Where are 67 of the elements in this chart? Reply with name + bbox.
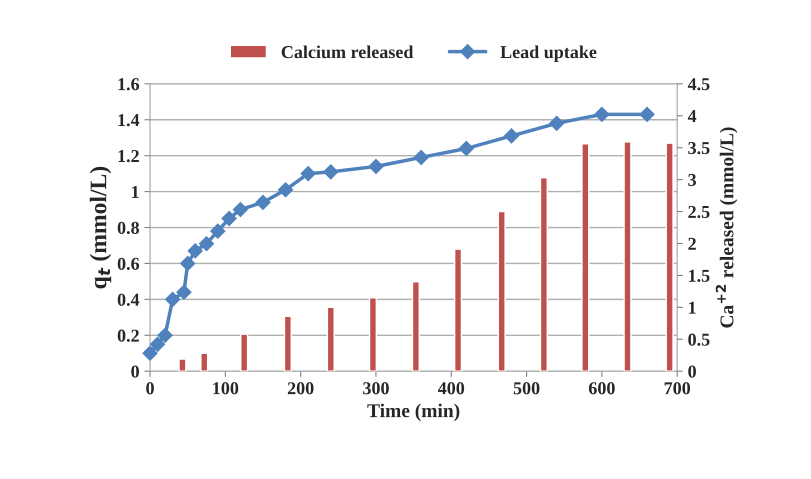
point (300, 166, 316, 182)
bar (666, 142, 674, 372)
x-tick-label: 400 (438, 382, 464, 394)
x-tick-label: 300 (363, 382, 389, 394)
bar (284, 316, 292, 372)
y-tick-label: 1.6 (118, 78, 140, 90)
point (255, 194, 271, 210)
bar (200, 352, 208, 372)
point (594, 106, 610, 122)
y-tick-label: 0.8 (118, 222, 140, 234)
y-axis-title: q$_{t}$ (mmol/L) (90, 166, 112, 288)
y-tick-label: 1 (132, 186, 139, 198)
legend-label: Calcium released (282, 45, 414, 58)
legend-label: Lead uptake (500, 45, 596, 62)
point (198, 236, 214, 252)
y-tick-label: 1.4 (118, 114, 140, 126)
point (232, 202, 248, 218)
point (142, 346, 158, 361)
point (549, 116, 564, 131)
bar (498, 210, 506, 372)
y2-tick-label: 1.5 (689, 270, 710, 282)
x-tick-label: 500 (514, 382, 540, 394)
point (639, 106, 655, 122)
x-tick-label: 600 (588, 382, 615, 394)
point (176, 284, 192, 300)
point (188, 243, 203, 258)
bar (412, 281, 420, 372)
y2-tick-label: 4.5 (688, 78, 710, 90)
bar (454, 248, 462, 372)
point (222, 210, 237, 226)
point (165, 292, 180, 307)
y2-tick-label: 0 (688, 365, 696, 378)
point (368, 158, 384, 174)
y-tick-label: 1.2 (118, 150, 139, 162)
bar (178, 358, 186, 372)
y2-tick-label: 0.5 (688, 334, 710, 346)
y2-axis-title: Ca$^{+2}$ released (mmol/L) (716, 127, 738, 328)
bar (623, 141, 632, 372)
y2-tick-label: 2 (688, 238, 696, 250)
point (458, 140, 474, 156)
point (504, 128, 520, 144)
point (180, 256, 196, 272)
point (323, 164, 338, 180)
y-tick-label: 0 (131, 365, 139, 378)
y2-tick-label: 1 (689, 302, 696, 314)
y-tick-label: 0.6 (118, 258, 140, 270)
bar (581, 143, 590, 372)
point (278, 182, 294, 198)
point (210, 224, 226, 239)
y-tick-label: 0.2 (118, 330, 139, 342)
point (414, 150, 429, 166)
bar (240, 333, 248, 372)
point (158, 328, 173, 343)
bar (326, 306, 335, 372)
y2-tick-label: 3 (688, 174, 696, 186)
x-tick-label: 200 (288, 382, 314, 394)
bar (540, 177, 548, 372)
y-tick-label: 0.4 (118, 294, 140, 306)
point (150, 336, 166, 352)
y2-tick-label: 3.5 (688, 142, 710, 154)
x-tick-label: 700 (664, 382, 690, 394)
x-tick-label: 0 (146, 382, 154, 394)
bar (368, 297, 378, 372)
y2-tick-label: 2.5 (688, 206, 710, 218)
x-axis-title: Time (min) (367, 404, 460, 422)
y2-tick-label: 4 (688, 110, 696, 122)
x-tick-label: 100 (213, 382, 238, 394)
